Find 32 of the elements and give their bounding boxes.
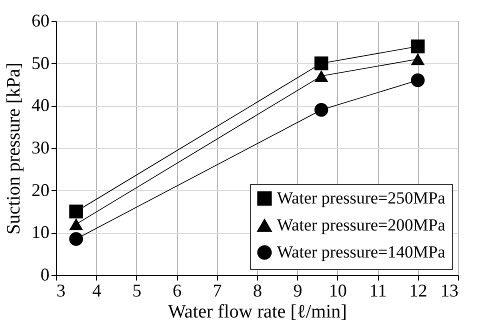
y-axis-title: Suction pressure [kPa] bbox=[4, 62, 24, 235]
x-tick-label: 5 bbox=[132, 280, 142, 300]
x-tick-label: 6 bbox=[172, 280, 182, 300]
point bbox=[314, 70, 328, 82]
x-tick-label: 12 bbox=[409, 280, 428, 300]
y-tick-label: 0 bbox=[40, 264, 50, 284]
y-tick-label: 20 bbox=[32, 180, 50, 200]
x-tick-label: 11 bbox=[369, 280, 387, 300]
y-tick-label: 50 bbox=[32, 52, 50, 73]
point bbox=[410, 53, 425, 66]
x-axis-title: Water flow rate [ℓ/min] bbox=[168, 302, 348, 322]
y-tick-label: 40 bbox=[32, 95, 50, 116]
point bbox=[69, 218, 83, 230]
legend-label: Water pressure=250MPa bbox=[277, 188, 446, 208]
point bbox=[69, 232, 83, 246]
y-tick-label: 60 bbox=[32, 10, 50, 30]
x-tick-label: 3 bbox=[56, 280, 66, 300]
point bbox=[314, 103, 328, 117]
x-tick-label: 10 bbox=[328, 280, 347, 300]
legend-label: Water pressure=200MPa bbox=[277, 216, 446, 234]
y-tick-label: 30 bbox=[32, 138, 50, 158]
point bbox=[314, 56, 328, 70]
x-tick-label: 13 bbox=[440, 280, 458, 300]
legend-label: Water pressure=140MPa bbox=[277, 242, 446, 262]
x-tick-label: 7 bbox=[212, 280, 222, 300]
point bbox=[69, 204, 83, 218]
x-tick-label: 8 bbox=[253, 280, 262, 300]
x-tick-label: 9 bbox=[293, 280, 302, 300]
y-tick-label: 10 bbox=[32, 222, 50, 242]
x-tick-label: 4 bbox=[92, 280, 102, 300]
point bbox=[410, 73, 425, 88]
point bbox=[410, 40, 425, 54]
